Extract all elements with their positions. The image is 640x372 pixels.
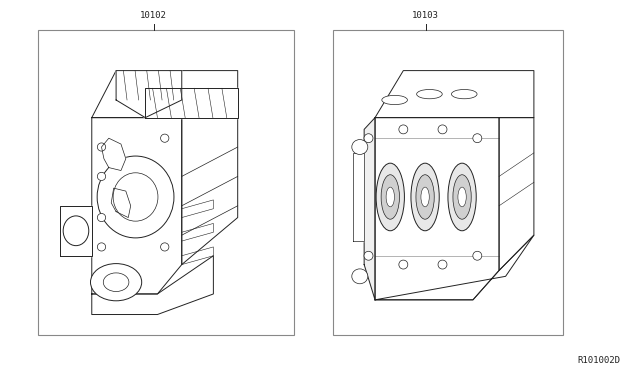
Ellipse shape: [113, 173, 158, 221]
Ellipse shape: [421, 187, 429, 207]
Bar: [38, 30, 294, 335]
Ellipse shape: [438, 260, 447, 269]
Ellipse shape: [473, 134, 482, 143]
Ellipse shape: [364, 251, 373, 260]
Ellipse shape: [364, 134, 373, 143]
Text: 10102: 10102: [140, 12, 167, 20]
Ellipse shape: [90, 264, 141, 301]
Polygon shape: [116, 71, 182, 118]
Ellipse shape: [416, 175, 435, 219]
Ellipse shape: [97, 172, 106, 180]
Ellipse shape: [382, 95, 408, 105]
Polygon shape: [375, 235, 534, 300]
Polygon shape: [92, 256, 213, 314]
Polygon shape: [375, 118, 499, 300]
Ellipse shape: [411, 163, 439, 231]
Ellipse shape: [352, 269, 368, 284]
Ellipse shape: [376, 163, 404, 231]
Ellipse shape: [451, 89, 477, 99]
Text: R101002D: R101002D: [578, 356, 621, 365]
Ellipse shape: [473, 251, 482, 260]
Polygon shape: [375, 71, 534, 118]
Ellipse shape: [97, 243, 106, 251]
Polygon shape: [353, 153, 364, 241]
Ellipse shape: [97, 214, 106, 222]
Polygon shape: [499, 118, 534, 270]
Polygon shape: [145, 88, 237, 118]
Polygon shape: [364, 118, 375, 300]
Ellipse shape: [453, 175, 471, 219]
Text: 10103: 10103: [412, 12, 439, 20]
Polygon shape: [102, 138, 126, 170]
Ellipse shape: [438, 125, 447, 134]
Ellipse shape: [161, 243, 169, 251]
Polygon shape: [111, 188, 131, 218]
Ellipse shape: [458, 187, 466, 207]
Ellipse shape: [63, 216, 89, 246]
Ellipse shape: [417, 89, 442, 99]
Ellipse shape: [399, 260, 408, 269]
Polygon shape: [92, 118, 182, 294]
Ellipse shape: [103, 273, 129, 292]
Ellipse shape: [448, 163, 476, 231]
Ellipse shape: [352, 140, 368, 154]
Polygon shape: [60, 206, 92, 256]
Ellipse shape: [386, 187, 394, 207]
Polygon shape: [182, 118, 237, 264]
Ellipse shape: [97, 143, 106, 151]
Ellipse shape: [97, 156, 174, 238]
Bar: [333, 30, 563, 335]
Ellipse shape: [161, 134, 169, 142]
Polygon shape: [92, 71, 237, 118]
Ellipse shape: [381, 175, 399, 219]
Ellipse shape: [399, 125, 408, 134]
